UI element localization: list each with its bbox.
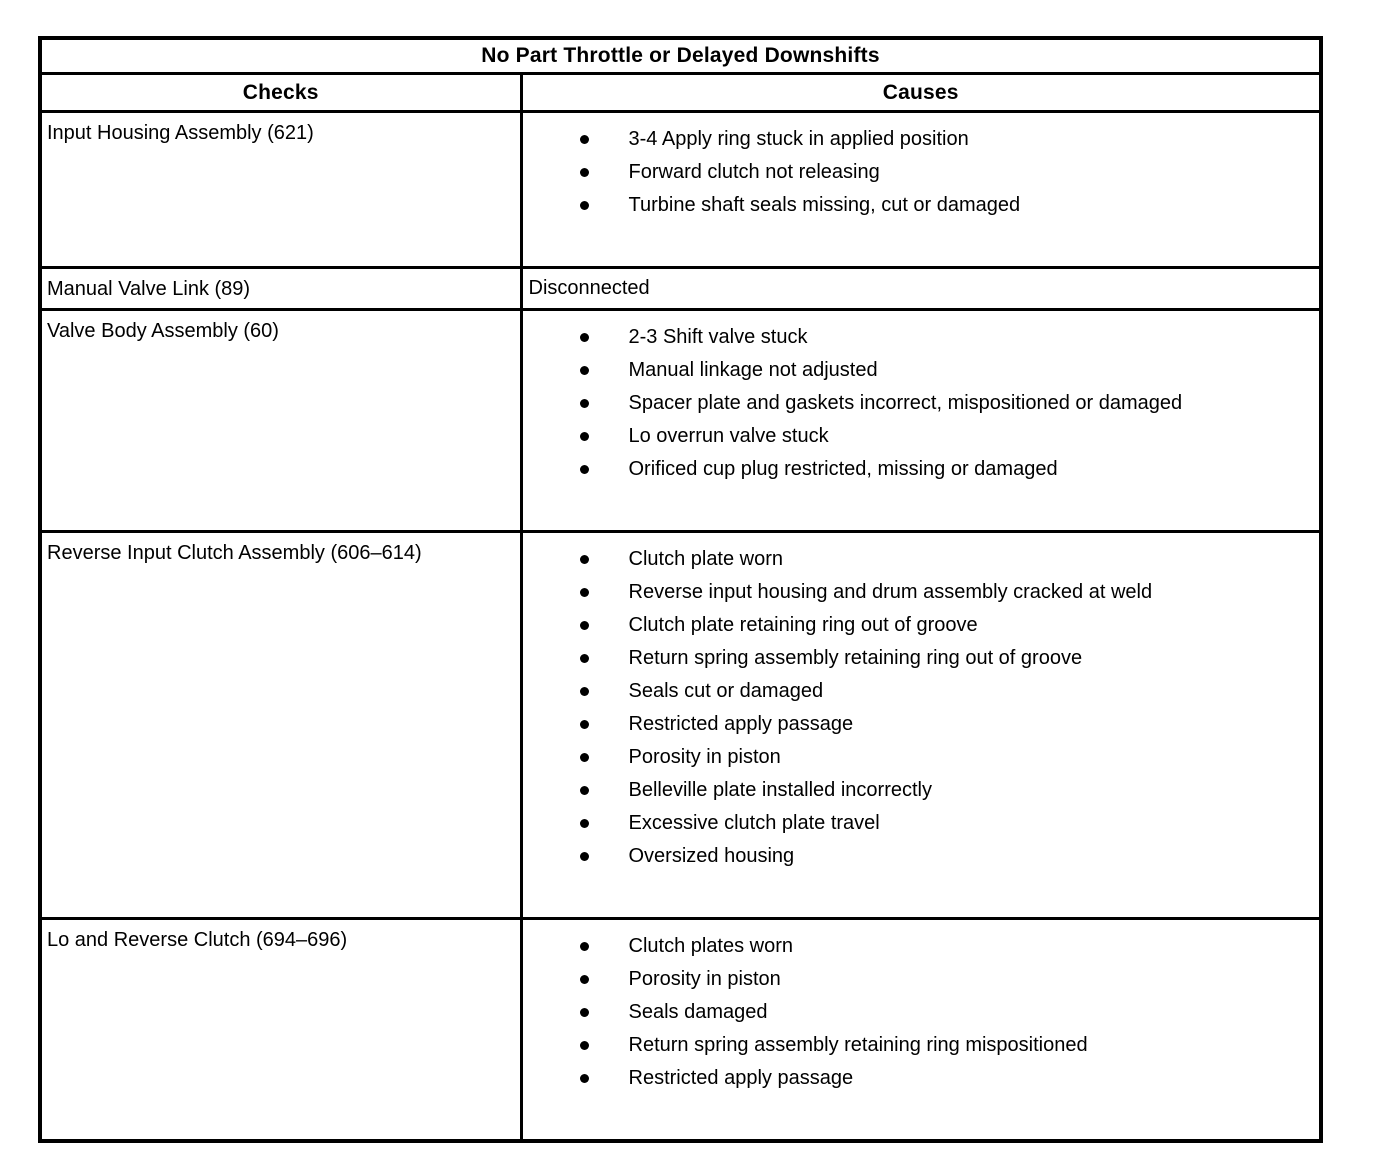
cause-text: Return spring assembly retaining ring mi… <box>628 1034 1088 1056</box>
table-title: No Part Throttle or Delayed Downshifts <box>38 36 1323 75</box>
cause-bullet-item: Clutch plate worn <box>523 543 1316 576</box>
bullet-icon <box>579 1074 589 1083</box>
bullet-icon <box>579 975 589 984</box>
cause-bullet-item: Seals damaged <box>523 996 1316 1029</box>
column-header-checks: Checks <box>38 72 523 113</box>
bullet-icon <box>579 786 589 795</box>
cause-text: Oversized housing <box>628 845 795 867</box>
bullet-icon <box>579 753 589 762</box>
cause-text: Belleville plate installed incorrectly <box>628 779 932 801</box>
bullet-icon <box>579 168 589 177</box>
table-row: Valve Body Assembly (60) 2-3 Shift valve… <box>38 308 1323 533</box>
bullet-icon <box>579 720 589 729</box>
bullet-icon <box>579 135 589 144</box>
cause-text: Porosity in piston <box>628 968 781 990</box>
causes-cell: Disconnected <box>519 266 1323 311</box>
cause-bullet-item: Restricted apply passage <box>523 1062 1316 1095</box>
bullet-icon <box>579 621 589 630</box>
cause-text: Restricted apply passage <box>628 713 854 735</box>
cause-text: Seals damaged <box>628 1001 768 1023</box>
cause-text: Return spring assembly retaining ring ou… <box>628 647 1083 669</box>
bullet-icon <box>579 201 589 210</box>
bullet-icon <box>579 1041 589 1050</box>
bullet-icon <box>579 654 589 663</box>
check-cell: Input Housing Assembly (621) <box>38 110 523 269</box>
cause-text: Clutch plates worn <box>628 935 794 957</box>
cause-bullet-item: Manual linkage not adjusted <box>523 354 1316 387</box>
cause-text: Excessive clutch plate travel <box>628 812 880 834</box>
bullet-icon <box>579 852 589 861</box>
bullet-icon <box>579 366 589 375</box>
cause-text: Spacer plate and gaskets incorrect, misp… <box>628 392 1183 414</box>
cause-bullet-item: Return spring assembly retaining ring ou… <box>523 642 1316 675</box>
cause-bullet-item: Return spring assembly retaining ring mi… <box>523 1029 1316 1062</box>
cause-text: Forward clutch not releasing <box>628 161 880 183</box>
check-cell: Lo and Reverse Clutch (694–696) <box>38 917 523 1143</box>
bullet-icon <box>579 687 589 696</box>
cause-bullet-item: Reverse input housing and drum assembly … <box>523 576 1316 609</box>
check-cell: Valve Body Assembly (60) <box>38 308 523 533</box>
cause-text: Clutch plate retaining ring out of groov… <box>628 614 978 636</box>
cause-bullet-item: Porosity in piston <box>523 741 1316 774</box>
table-row: Input Housing Assembly (621) 3-4 Apply r… <box>38 110 1323 269</box>
cause-text: Restricted apply passage <box>628 1067 854 1089</box>
check-cell: Manual Valve Link (89) <box>38 266 523 311</box>
bullet-icon <box>579 432 589 441</box>
column-header-causes: Causes <box>519 72 1323 113</box>
cause-text: Porosity in piston <box>628 746 781 768</box>
cause-bullet-item: 3-4 Apply ring stuck in applied position <box>523 123 1316 156</box>
table-body: Input Housing Assembly (621) 3-4 Apply r… <box>38 110 1323 1143</box>
bullet-icon <box>579 555 589 564</box>
cause-text: Reverse input housing and drum assembly … <box>628 581 1153 603</box>
cause-text: 2-3 Shift valve stuck <box>628 326 808 348</box>
troubleshooting-table: No Part Throttle or Delayed Downshifts C… <box>38 36 1323 1143</box>
cause-bullet-item: Lo overrun valve stuck <box>523 420 1316 453</box>
cause-text: Lo overrun valve stuck <box>628 425 829 447</box>
bullet-icon <box>579 399 589 408</box>
cause-bullet-item: Excessive clutch plate travel <box>523 807 1316 840</box>
cause-bullet-item: Spacer plate and gaskets incorrect, misp… <box>523 387 1316 420</box>
cause-bullet-item: Belleville plate installed incorrectly <box>523 774 1316 807</box>
cause-text: Orificed cup plug restricted, missing or… <box>628 458 1058 480</box>
cause-bullet-item: Turbine shaft seals missing, cut or dama… <box>523 189 1316 222</box>
cause-bullet-item: Oversized housing <box>523 840 1316 873</box>
table-row: Lo and Reverse Clutch (694–696) Clutch p… <box>38 917 1323 1143</box>
bullet-icon <box>579 333 589 342</box>
cause-bullet-item: 2-3 Shift valve stuck <box>523 321 1316 354</box>
cause-text: Turbine shaft seals missing, cut or dama… <box>628 194 1021 216</box>
bullet-icon <box>579 819 589 828</box>
causes-cell: 2-3 Shift valve stuck Manual linkage not … <box>519 308 1323 533</box>
cause-bullet-item: Clutch plates worn <box>523 930 1316 963</box>
bullet-icon <box>579 465 589 474</box>
cause-text: Disconnected <box>528 277 650 299</box>
check-cell: Reverse Input Clutch Assembly (606–614) <box>38 530 523 920</box>
table-row: Manual Valve Link (89) Disconnected <box>38 266 1323 311</box>
cause-bullet-item: Forward clutch not releasing <box>523 156 1316 189</box>
causes-cell: Clutch plates worn Porosity in piston Seal… <box>519 917 1323 1143</box>
cause-text: Seals cut or damaged <box>628 680 824 702</box>
causes-cell: Clutch plate worn Reverse input housing a… <box>519 530 1323 920</box>
cause-text: Clutch plate worn <box>628 548 784 570</box>
bullet-icon <box>579 942 589 951</box>
cause-bullet-item: Clutch plate retaining ring out of groov… <box>523 609 1316 642</box>
cause-bullet-item: Porosity in piston <box>523 963 1316 996</box>
cause-bullet-item: Restricted apply passage <box>523 708 1316 741</box>
cause-text: 3-4 Apply ring stuck in applied position <box>628 128 969 150</box>
causes-cell: 3-4 Apply ring stuck in applied position… <box>519 110 1323 269</box>
cause-text: Manual linkage not adjusted <box>628 359 878 381</box>
title-row: No Part Throttle or Delayed Downshifts <box>38 36 1323 75</box>
table-row: Reverse Input Clutch Assembly (606–614) … <box>38 530 1323 920</box>
bullet-icon <box>579 1008 589 1017</box>
cause-bullet-item: Orificed cup plug restricted, missing or… <box>523 453 1316 486</box>
bullet-icon <box>579 588 589 597</box>
cause-bullet-item: Seals cut or damaged <box>523 675 1316 708</box>
header-row: Checks Causes <box>38 72 1323 113</box>
